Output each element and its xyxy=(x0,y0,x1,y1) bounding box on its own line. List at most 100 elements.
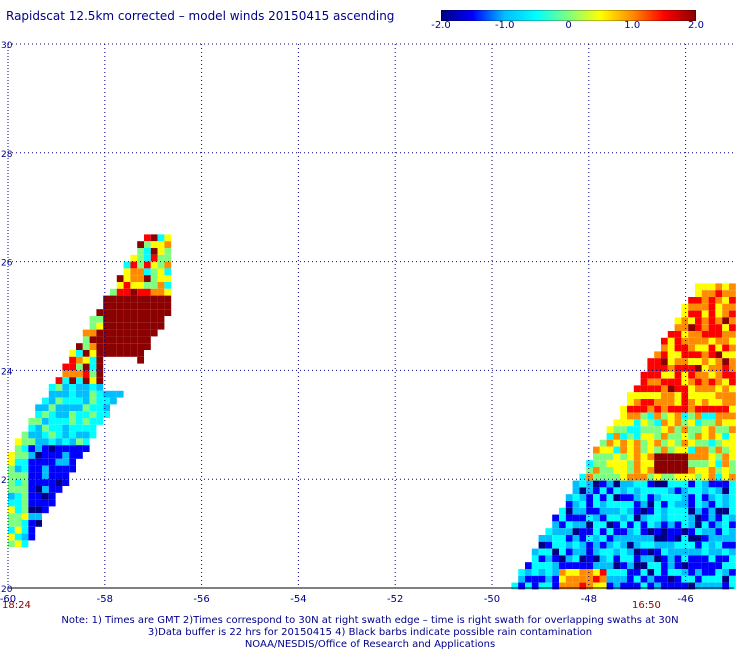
swath-cell xyxy=(701,582,709,590)
swath-cell xyxy=(599,487,607,495)
swath-cell xyxy=(586,487,593,495)
swath-cell xyxy=(620,562,627,569)
swath-cell xyxy=(150,268,158,276)
lat-tick-label: 26 xyxy=(1,259,13,269)
swath-cell xyxy=(654,467,661,474)
swath-cell xyxy=(654,555,661,563)
swath-cell xyxy=(654,426,661,433)
swath-cell xyxy=(14,452,22,459)
swath-cell xyxy=(674,385,682,393)
swath-cell xyxy=(110,288,117,296)
swath-cell xyxy=(681,467,689,474)
swath-cell xyxy=(681,480,689,488)
swath-cell xyxy=(633,569,641,576)
swath-cell xyxy=(661,555,668,563)
swath-cell xyxy=(688,575,695,583)
swath-cell xyxy=(69,411,76,418)
swath-cell xyxy=(164,282,172,289)
swath-cell xyxy=(123,329,131,337)
swath-cell xyxy=(96,418,104,425)
swath-cell xyxy=(688,473,695,481)
swath-cell xyxy=(640,494,648,501)
swath-cell xyxy=(123,288,131,296)
swath-cell xyxy=(695,541,702,549)
swath-cell xyxy=(89,384,97,391)
swath-cell xyxy=(28,418,36,425)
swath-cell xyxy=(715,562,723,569)
swath-cell xyxy=(55,438,63,446)
swath-cell xyxy=(674,426,682,433)
swath-cell xyxy=(633,419,641,427)
swath-cell xyxy=(8,506,15,514)
swath-cell xyxy=(701,514,709,522)
swath-cell xyxy=(667,433,675,440)
swath-cell xyxy=(667,399,675,406)
swath-cell xyxy=(606,473,614,481)
swath-cell xyxy=(531,582,539,590)
swath-cell xyxy=(572,535,580,542)
swath-cell xyxy=(35,431,42,439)
swath-cell xyxy=(654,575,661,583)
swath-cell xyxy=(150,248,158,255)
swath-cell xyxy=(42,397,49,405)
swath-cell xyxy=(722,324,729,331)
swath-cell xyxy=(647,555,655,563)
swath-cell xyxy=(661,494,668,501)
swath-cell xyxy=(599,480,607,488)
swath-cell xyxy=(82,336,90,344)
swath-cell xyxy=(579,535,587,542)
swath-cell xyxy=(137,295,144,303)
swath-cell xyxy=(701,433,709,440)
swath-cell xyxy=(667,501,675,508)
swath-cell xyxy=(82,384,90,391)
swath-cell xyxy=(572,582,580,590)
swath-cell xyxy=(144,254,151,262)
swath-cell xyxy=(62,431,70,439)
swath-cell xyxy=(688,310,695,318)
swath-cell xyxy=(579,501,587,508)
swath-cell xyxy=(708,419,716,427)
swath-cell xyxy=(123,350,131,357)
swath-cell xyxy=(55,377,63,384)
swath-cell xyxy=(144,329,151,337)
swath-cell xyxy=(640,473,648,481)
swath-cell xyxy=(688,405,695,413)
swath-cell xyxy=(606,562,614,569)
swath-cell xyxy=(96,309,104,316)
swath-cell xyxy=(116,343,124,350)
swath-cell xyxy=(21,520,29,527)
swath-cell xyxy=(627,453,634,461)
swath-cell xyxy=(565,582,573,590)
swath-cell xyxy=(647,446,655,454)
swath-cell xyxy=(681,582,689,590)
swath-cell xyxy=(681,303,689,311)
swath-cell xyxy=(157,275,165,282)
swath-cell xyxy=(701,405,709,413)
swath-cell xyxy=(599,473,607,481)
swath-cell xyxy=(661,569,668,576)
swath-cell xyxy=(89,343,97,350)
swath-cell xyxy=(525,582,532,590)
swath-cell xyxy=(674,473,682,481)
swath-cell xyxy=(116,295,124,303)
swath-cell xyxy=(552,582,559,590)
swath-cell xyxy=(701,494,709,501)
swath-cell xyxy=(620,494,627,501)
swath-cell xyxy=(96,397,104,405)
swath-cell xyxy=(647,473,655,481)
swath-cell xyxy=(722,399,729,406)
swath-cell xyxy=(28,458,36,466)
swath-cell xyxy=(613,562,621,569)
swath-cell xyxy=(42,458,49,466)
swath-cell xyxy=(572,569,580,576)
swath-cell xyxy=(157,268,165,276)
swath-cell xyxy=(559,569,566,576)
swath-cell xyxy=(708,399,716,406)
swath-cell xyxy=(667,453,675,461)
swath-cell xyxy=(144,275,151,282)
swath-cell xyxy=(722,473,729,481)
swath-cell xyxy=(729,378,736,386)
swath-cell xyxy=(21,540,29,548)
swath-cell xyxy=(103,350,110,357)
swath-cell xyxy=(130,295,138,303)
